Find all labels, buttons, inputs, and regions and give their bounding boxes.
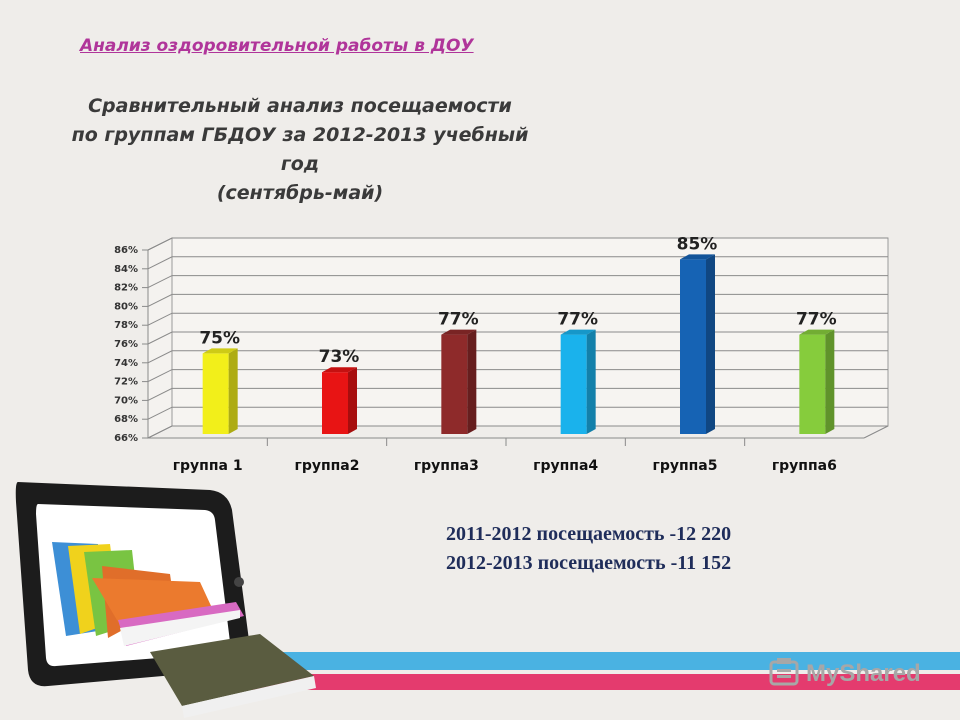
y-tick-label: 86%	[114, 245, 138, 256]
y-tick-label: 84%	[114, 264, 138, 275]
data-label: 77%	[557, 310, 598, 330]
data-label: 77%	[438, 310, 479, 330]
gridline	[147, 369, 888, 383]
chart-title-line-3: год	[280, 153, 320, 175]
bar-top	[441, 329, 477, 335]
y-tick-label: 72%	[114, 377, 138, 388]
stats-line-2: 2012-2013 посещаемость -11 152	[446, 552, 732, 574]
attendance-stats: 2011-2012 посещаемость -12 220 2012-2013…	[446, 520, 731, 578]
bar-side	[348, 367, 357, 434]
y-tick-label: 82%	[114, 283, 138, 294]
x-category-label: группа5	[653, 458, 718, 474]
bar-top	[680, 254, 715, 260]
bar-top	[202, 348, 238, 354]
y-tick-label: 80%	[114, 301, 138, 312]
data-label: 85%	[677, 234, 718, 254]
bar-front	[322, 372, 348, 434]
y-tick-label: 70%	[114, 395, 138, 406]
x-category-label: группа6	[772, 458, 837, 474]
bar-top	[322, 367, 357, 373]
chart-title-line-1: Сравнительный анализ посещаемости	[88, 95, 512, 117]
gridline	[147, 425, 888, 439]
bar-side	[586, 329, 596, 434]
gridline	[147, 256, 888, 270]
gridline	[147, 331, 888, 345]
x-category-label: группа3	[414, 458, 479, 474]
floor-right-edge	[863, 425, 889, 439]
gridline	[147, 387, 888, 401]
bar-front	[202, 353, 229, 434]
watermark-logo-icon	[769, 658, 799, 686]
data-label: 75%	[199, 328, 240, 348]
header-link[interactable]: Анализ оздоровительной работы в ДОУ	[80, 36, 474, 56]
stats-line-1: 2011-2012 посещаемость -12 220	[446, 523, 732, 545]
y-tick-label: 66%	[114, 433, 138, 444]
gridline	[147, 293, 888, 307]
data-label: 77%	[796, 310, 837, 330]
bar-front	[799, 334, 826, 434]
bar-side	[706, 254, 715, 434]
data-label: 73%	[319, 347, 360, 367]
bar-chart: 66% 68% 70% 72% 74% 76% 78% 80% 82% 84% 86% 75% груп…	[114, 234, 889, 474]
bar-side	[228, 348, 238, 434]
gridline	[147, 350, 888, 364]
x-category-label: группа 1	[173, 458, 243, 474]
y-tick-label: 68%	[114, 414, 138, 425]
gridline	[147, 406, 888, 420]
x-category-label: группа2	[295, 458, 360, 474]
gridline	[147, 275, 888, 289]
chart-title-line-2: по группам ГБДОУ за 2012-2013 учебный	[71, 124, 529, 146]
bar-top	[560, 329, 596, 335]
y-tick-label: 76%	[114, 339, 138, 350]
gridline	[147, 237, 888, 251]
gridline	[147, 312, 888, 326]
bar-front	[441, 334, 468, 434]
bar-front	[560, 334, 587, 434]
chart-title-line-4: (сентябрь-май)	[216, 182, 384, 204]
chart-title: Сравнительный анализ посещаемости по гру…	[70, 92, 530, 208]
bar-side	[467, 329, 477, 434]
x-category-label: группа4	[533, 458, 598, 474]
bar-front	[680, 259, 706, 434]
tablet-books-illustration	[15, 482, 316, 718]
bar-side	[825, 329, 835, 434]
watermark-text: MyShared	[806, 660, 921, 687]
books-icon	[52, 542, 316, 718]
y-tick-label: 78%	[114, 320, 138, 331]
bar-top	[799, 329, 835, 335]
y-tick-label: 74%	[114, 358, 138, 369]
